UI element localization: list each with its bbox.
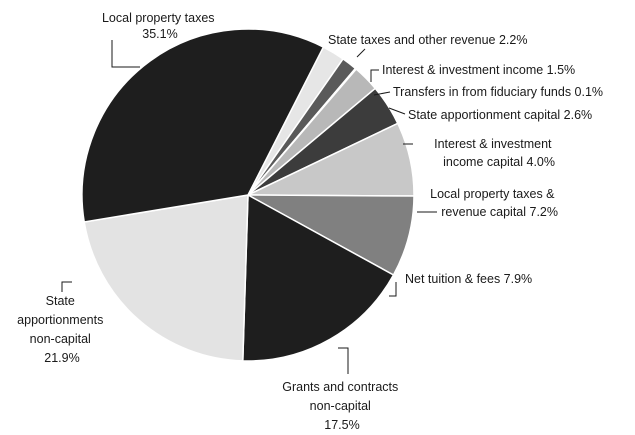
leader-state-apportionments: [61, 281, 72, 292]
label-transfers-fiduciary: Transfers in from fiduciary funds 0.1%: [393, 85, 603, 99]
pie-slice-8: [242, 194, 395, 362]
label-line: Grants and contracts: [282, 380, 398, 394]
label-state-taxes-other: State taxes and other revenue 2.2%: [328, 33, 527, 47]
label-interest-income: Interest & investment income 1.5%: [382, 63, 575, 77]
label-line: 21.9%: [44, 351, 79, 365]
label-line: 35.1%: [142, 27, 177, 41]
leader-state-taxes-other: [356, 48, 366, 58]
label-line: State: [46, 294, 75, 308]
label-state-apportionment-capital: State apportionment capital 2.6%: [408, 108, 592, 122]
label-line: revenue capital 7.2%: [441, 205, 558, 219]
label-interest-income-capital: Interest & investment income capital 4.0…: [434, 137, 555, 169]
label-local-property-taxes: Local property taxes 35.1%: [102, 11, 218, 41]
label-line: Interest & investment income 1.5%: [382, 63, 575, 77]
leader-lines: [61, 40, 437, 374]
label-line: Interest & investment: [434, 137, 552, 151]
pie-slice-10: [81, 28, 325, 223]
label-net-tuition: Net tuition & fees 7.9%: [405, 272, 532, 286]
label-grants-contracts: Grants and contracts non-capital 17.5%: [282, 380, 402, 432]
label-line: Transfers in from fiduciary funds 0.1%: [393, 85, 603, 99]
label-line: income capital 4.0%: [443, 155, 555, 169]
slice-labels: Local property taxes 35.1% State taxes a…: [17, 11, 603, 432]
label-line: Local property taxes &: [430, 187, 555, 201]
leader-grants-contracts: [338, 347, 349, 374]
label-line: Net tuition & fees 7.9%: [405, 272, 532, 286]
leader-transfers-fiduciary: [373, 91, 391, 96]
label-line: State apportionment capital 2.6%: [408, 108, 592, 122]
leader-local-property-taxes: [111, 40, 140, 68]
label-line: State taxes and other revenue 2.2%: [328, 33, 527, 47]
label-line: Local property taxes: [102, 11, 215, 25]
label-line: apportionments: [17, 313, 103, 327]
label-state-apportionments: State apportionments non-capital 21.9%: [17, 294, 107, 365]
pie-slice-9: [83, 194, 249, 362]
label-line: non-capital: [310, 399, 371, 413]
leader-interest-income: [370, 69, 379, 82]
label-line: non-capital: [30, 332, 91, 346]
label-line: 17.5%: [324, 418, 359, 432]
pie-slices: [81, 28, 415, 362]
leader-net-tuition: [389, 282, 397, 297]
label-local-property-capital: Local property taxes & revenue capital 7…: [430, 187, 558, 219]
leader-state-apportionment-capital: [388, 107, 406, 115]
